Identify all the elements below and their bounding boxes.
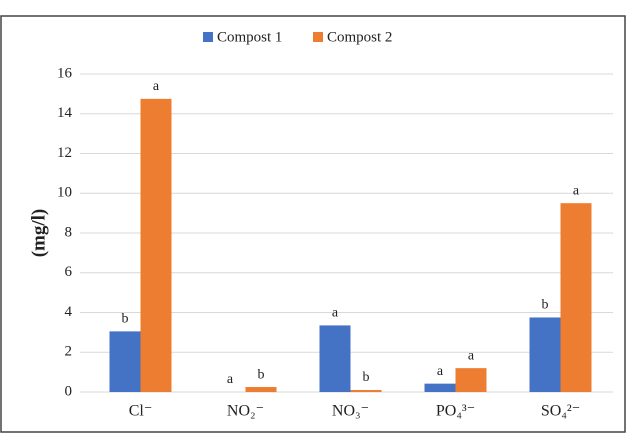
significance-label: b — [363, 370, 370, 385]
y-tick-label: 10 — [57, 185, 72, 201]
bar — [529, 317, 561, 392]
significance-label: a — [227, 372, 234, 387]
y-tick-label: 14 — [57, 105, 73, 121]
legend-label: Compost 2 — [327, 29, 392, 45]
y-tick-label: 16 — [57, 65, 73, 81]
significance-label: b — [542, 298, 549, 313]
x-tick-label: Cl⁻ — [129, 403, 153, 420]
x-tick-label: PO₄³⁻ — [436, 403, 475, 420]
x-tick-label: SO₄²⁻ — [541, 403, 580, 420]
y-tick-label: 12 — [57, 145, 72, 161]
significance-label: a — [573, 183, 580, 198]
significance-label: b — [122, 312, 129, 327]
legend-label: Compost 1 — [217, 29, 282, 45]
bar — [350, 390, 382, 392]
significance-label: a — [332, 306, 339, 321]
significance-label: a — [468, 348, 475, 363]
x-tick-label: NO₃⁻ — [332, 403, 369, 420]
y-tick-label: 8 — [65, 224, 73, 240]
x-tick-label: NO₂⁻ — [227, 403, 264, 420]
y-tick-label: 2 — [65, 344, 73, 360]
bar — [140, 98, 172, 392]
y-axis-title: (mg/l) — [28, 209, 49, 258]
chart-frame — [0, 15, 626, 433]
bar — [109, 331, 141, 392]
bar — [455, 368, 487, 392]
bar — [245, 387, 277, 392]
bar — [560, 203, 592, 392]
legend-swatch — [313, 32, 323, 42]
significance-label: b — [258, 367, 265, 382]
legend-swatch — [203, 32, 213, 42]
y-tick-label: 6 — [65, 264, 73, 280]
significance-label: a — [153, 79, 160, 94]
bar — [424, 383, 456, 392]
significance-label: a — [437, 364, 444, 379]
y-tick-label: 4 — [65, 304, 73, 320]
y-tick-label: 0 — [65, 383, 73, 399]
bar — [319, 325, 351, 392]
